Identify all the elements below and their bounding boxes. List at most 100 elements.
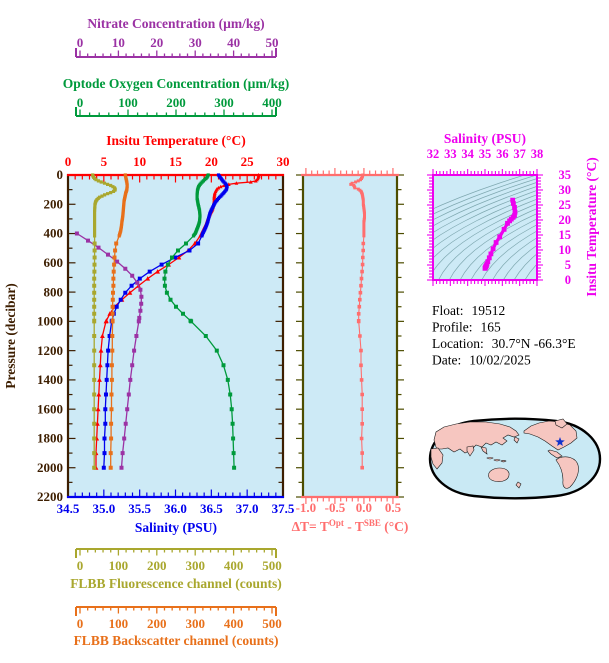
oxygen-axis-title: Optode Oxygen Concentration (µm/kg)	[63, 76, 289, 91]
profile-salinity-series	[101, 173, 229, 470]
isopycnal-contour-line	[433, 175, 537, 215]
tick-label: 35.5	[128, 501, 151, 516]
map-land	[480, 446, 488, 455]
world-map	[428, 417, 602, 500]
isopycnal-contour-line	[433, 194, 537, 249]
plot-backgrounds	[68, 175, 537, 497]
profile-nitrate-series-markers	[74, 231, 144, 470]
tick-label: 400	[262, 95, 282, 110]
map-land	[433, 421, 520, 454]
tick-label: 0	[77, 616, 84, 631]
tick-label: 30	[559, 183, 572, 197]
isopycnal-contour-line	[433, 203, 537, 272]
delta-t-title-part: - T	[344, 519, 364, 534]
tick-label: 0	[57, 167, 64, 182]
isopycnal-contour-line	[481, 230, 537, 280]
tick-label: 500	[262, 616, 282, 631]
delta-t-title-sup-sbe: SBE	[364, 518, 381, 528]
tick-label: 200	[147, 616, 167, 631]
tick-label: 600	[44, 255, 64, 270]
info-value: 19512	[472, 303, 506, 318]
tick-label: 25	[241, 154, 255, 169]
tick-label: 200	[166, 95, 186, 110]
map-land	[466, 445, 475, 457]
isopycnal-contour-line	[448, 213, 537, 280]
tick-label: 300	[185, 558, 205, 573]
profile-nitrate-series	[74, 231, 144, 470]
tick-label: 34	[461, 147, 474, 161]
salinity-axis-title: Salinity (PSU)	[135, 520, 217, 535]
tick-label: 0	[565, 273, 571, 287]
pressure-axis-title: Pressure (decibar)	[3, 283, 18, 389]
tick-label: 400	[224, 558, 244, 573]
tick-label: 10	[133, 154, 146, 169]
isopycnal-contour-line	[433, 185, 537, 233]
tick-label: 35	[559, 168, 572, 182]
isopycnal-contours	[433, 175, 537, 280]
tick-label: 38	[531, 147, 544, 161]
float-position-star	[555, 437, 565, 446]
tick-label: 1400	[37, 372, 63, 387]
map-land	[430, 447, 444, 470]
tick-label: 40	[227, 35, 240, 50]
isopycnal-contour-line	[433, 175, 525, 210]
tick-label: 0.5	[385, 500, 402, 515]
map-land	[513, 436, 520, 444]
tick-label: 35.0	[92, 501, 115, 516]
tick-label: 10	[112, 35, 125, 50]
tick-label: 100	[118, 95, 138, 110]
profile-backscatter-series-markers	[108, 173, 129, 470]
isopycnal-contour-line	[433, 198, 537, 259]
tick-label: 0	[77, 35, 84, 50]
tick-label: 1000	[37, 314, 63, 329]
map-land	[554, 418, 568, 429]
tick-label: 300	[185, 616, 205, 631]
map-land	[555, 456, 579, 489]
info-value: 10/02/2025	[469, 353, 531, 368]
tick-label: 32	[427, 147, 440, 161]
tick-label: 500	[262, 558, 282, 573]
tick-label: 1800	[37, 431, 63, 446]
info-value: 30.7°N -66.3°E	[492, 336, 576, 351]
isopycnal-contour-line	[433, 178, 537, 221]
tick-label: 1200	[37, 343, 63, 358]
tick-label: 300	[214, 95, 234, 110]
map-land	[547, 449, 563, 459]
ts-curve-series	[482, 197, 518, 271]
isopycnal-contour-line	[438, 208, 537, 280]
delta-t-title-part: (°C)	[381, 519, 409, 534]
tick-label: 20	[559, 213, 572, 227]
data-series	[74, 173, 518, 470]
ts-plot-frame	[432, 174, 538, 281]
tick-label: 15	[559, 228, 572, 242]
backscatter-axis-title: FLBB Backscatter channel (counts)	[74, 633, 279, 648]
ts-salinity-axis-title: Salinity (PSU)	[444, 131, 526, 146]
tick-label: 0	[65, 154, 72, 169]
tick-label: 20	[150, 35, 163, 50]
map-land	[500, 460, 507, 463]
tick-label: 1600	[37, 401, 63, 416]
profile-fluorescence-series	[91, 173, 117, 470]
tick-label: 20	[205, 154, 218, 169]
isopycnal-contour-line	[433, 190, 537, 241]
tick-label: 0.0	[356, 500, 372, 515]
tick-label: 0	[77, 558, 84, 573]
profile-fluorescence-series-markers	[91, 173, 117, 470]
float-info-block: Float: 19512 Profile: 165 Location: 30.7°N …	[432, 303, 576, 368]
nitrate-axis-title: Nitrate Concentration (µm/kg)	[87, 16, 264, 31]
isopycnal-contour-line	[492, 237, 537, 280]
isopycnal-contour-line	[433, 181, 537, 227]
info-value: 165	[481, 320, 502, 335]
map-land	[493, 458, 501, 462]
tick-label: 37	[513, 147, 526, 161]
axes-and-ticks: 0200400600800100012001400160018002000220…	[37, 35, 571, 631]
map-land	[515, 481, 522, 489]
profile-salinity-series-markers	[101, 173, 229, 470]
tick-label: -1.0	[296, 500, 317, 515]
tick-label: 800	[44, 284, 64, 299]
fluorescence-axis-title: FLBB Fluorescence channel (counts)	[70, 576, 282, 591]
tick-label: 10	[559, 243, 572, 257]
tick-label: 33	[444, 147, 457, 161]
ts-density-contours	[433, 175, 537, 280]
